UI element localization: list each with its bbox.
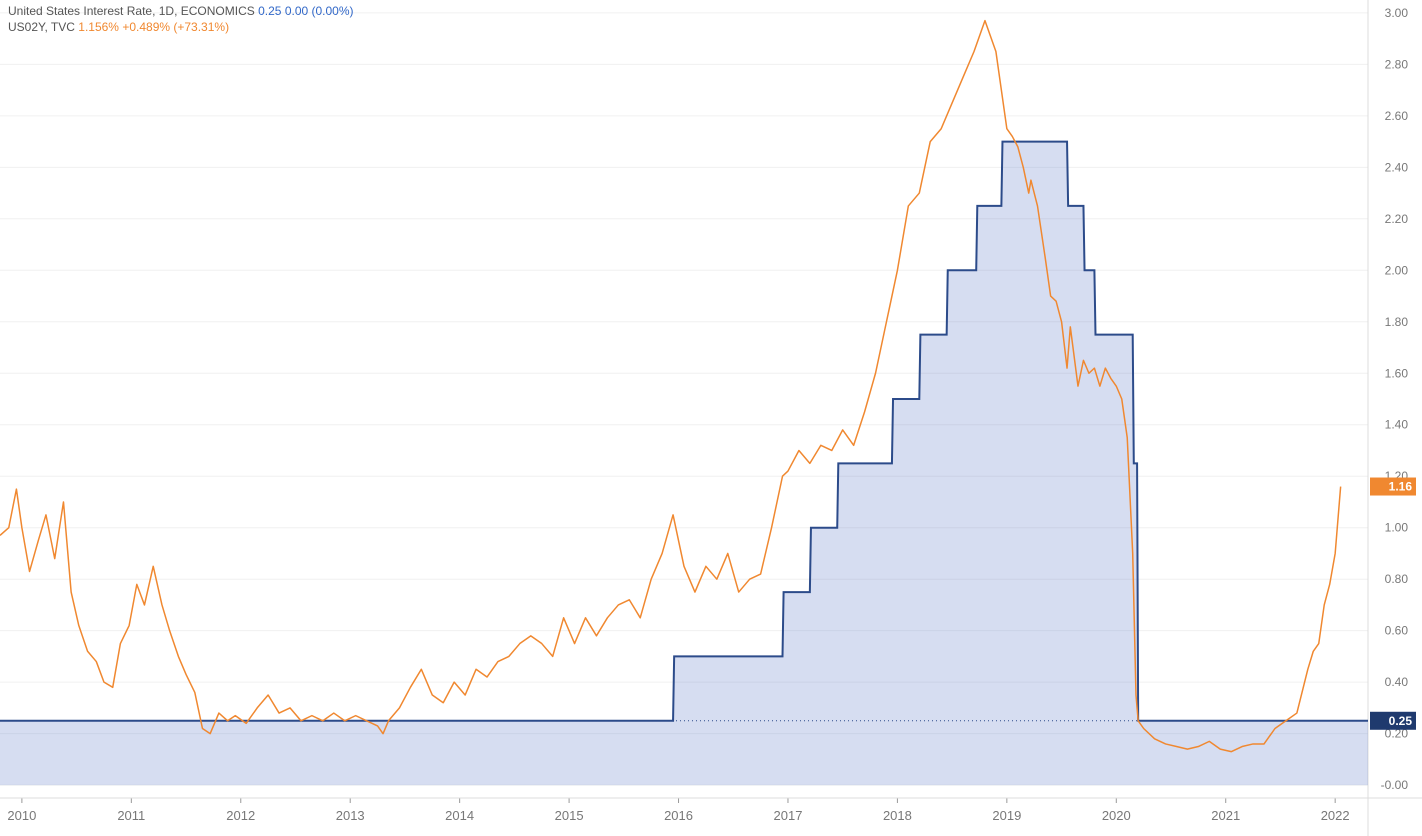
svg-text:1.00: 1.00 — [1385, 521, 1409, 535]
svg-text:2.40: 2.40 — [1385, 160, 1409, 174]
svg-text:2012: 2012 — [226, 808, 255, 823]
legend-title-us02y: US02Y, TVC — [8, 20, 75, 34]
svg-text:2016: 2016 — [664, 808, 693, 823]
svg-text:1.40: 1.40 — [1385, 418, 1409, 432]
legend-row-us02y: US02Y, TVC 1.156% +0.489% (+73.31%) — [8, 20, 354, 34]
svg-text:2014: 2014 — [445, 808, 474, 823]
svg-text:2010: 2010 — [7, 808, 36, 823]
svg-text:1.16: 1.16 — [1389, 480, 1413, 494]
legend-change-us02y: +0.489% (+73.31%) — [122, 20, 229, 34]
svg-text:1.60: 1.60 — [1385, 366, 1409, 380]
svg-text:0.60: 0.60 — [1385, 624, 1409, 638]
svg-text:2018: 2018 — [883, 808, 912, 823]
svg-text:0.80: 0.80 — [1385, 572, 1409, 586]
svg-text:2021: 2021 — [1211, 808, 1240, 823]
legend-value-us02y: 1.156% — [78, 20, 119, 34]
legend-row-rate: United States Interest Rate, 1D, ECONOMI… — [8, 4, 354, 18]
svg-text:2.00: 2.00 — [1385, 263, 1409, 277]
svg-text:0.40: 0.40 — [1385, 675, 1409, 689]
chart-svg: -0.000.200.400.600.801.001.201.401.601.8… — [0, 0, 1422, 836]
legend-value-rate: 0.25 — [258, 4, 281, 18]
svg-text:2011: 2011 — [117, 808, 145, 823]
svg-text:1.80: 1.80 — [1385, 315, 1409, 329]
svg-text:-0.00: -0.00 — [1381, 778, 1409, 792]
svg-text:2015: 2015 — [555, 808, 584, 823]
svg-text:2020: 2020 — [1102, 808, 1131, 823]
svg-text:3.00: 3.00 — [1385, 6, 1409, 20]
svg-text:2019: 2019 — [992, 808, 1021, 823]
chart-container[interactable]: -0.000.200.400.600.801.001.201.401.601.8… — [0, 0, 1422, 836]
svg-text:2.60: 2.60 — [1385, 109, 1409, 123]
chart-legend: United States Interest Rate, 1D, ECONOMI… — [8, 4, 354, 36]
legend-change-rate: 0.00 (0.00%) — [285, 4, 354, 18]
svg-text:2.20: 2.20 — [1385, 212, 1409, 226]
svg-text:2.80: 2.80 — [1385, 57, 1409, 71]
legend-title-rate: United States Interest Rate, 1D, ECONOMI… — [8, 4, 255, 18]
svg-text:2013: 2013 — [336, 808, 365, 823]
svg-text:2017: 2017 — [774, 808, 803, 823]
svg-text:2022: 2022 — [1321, 808, 1350, 823]
svg-text:0.25: 0.25 — [1389, 714, 1413, 728]
